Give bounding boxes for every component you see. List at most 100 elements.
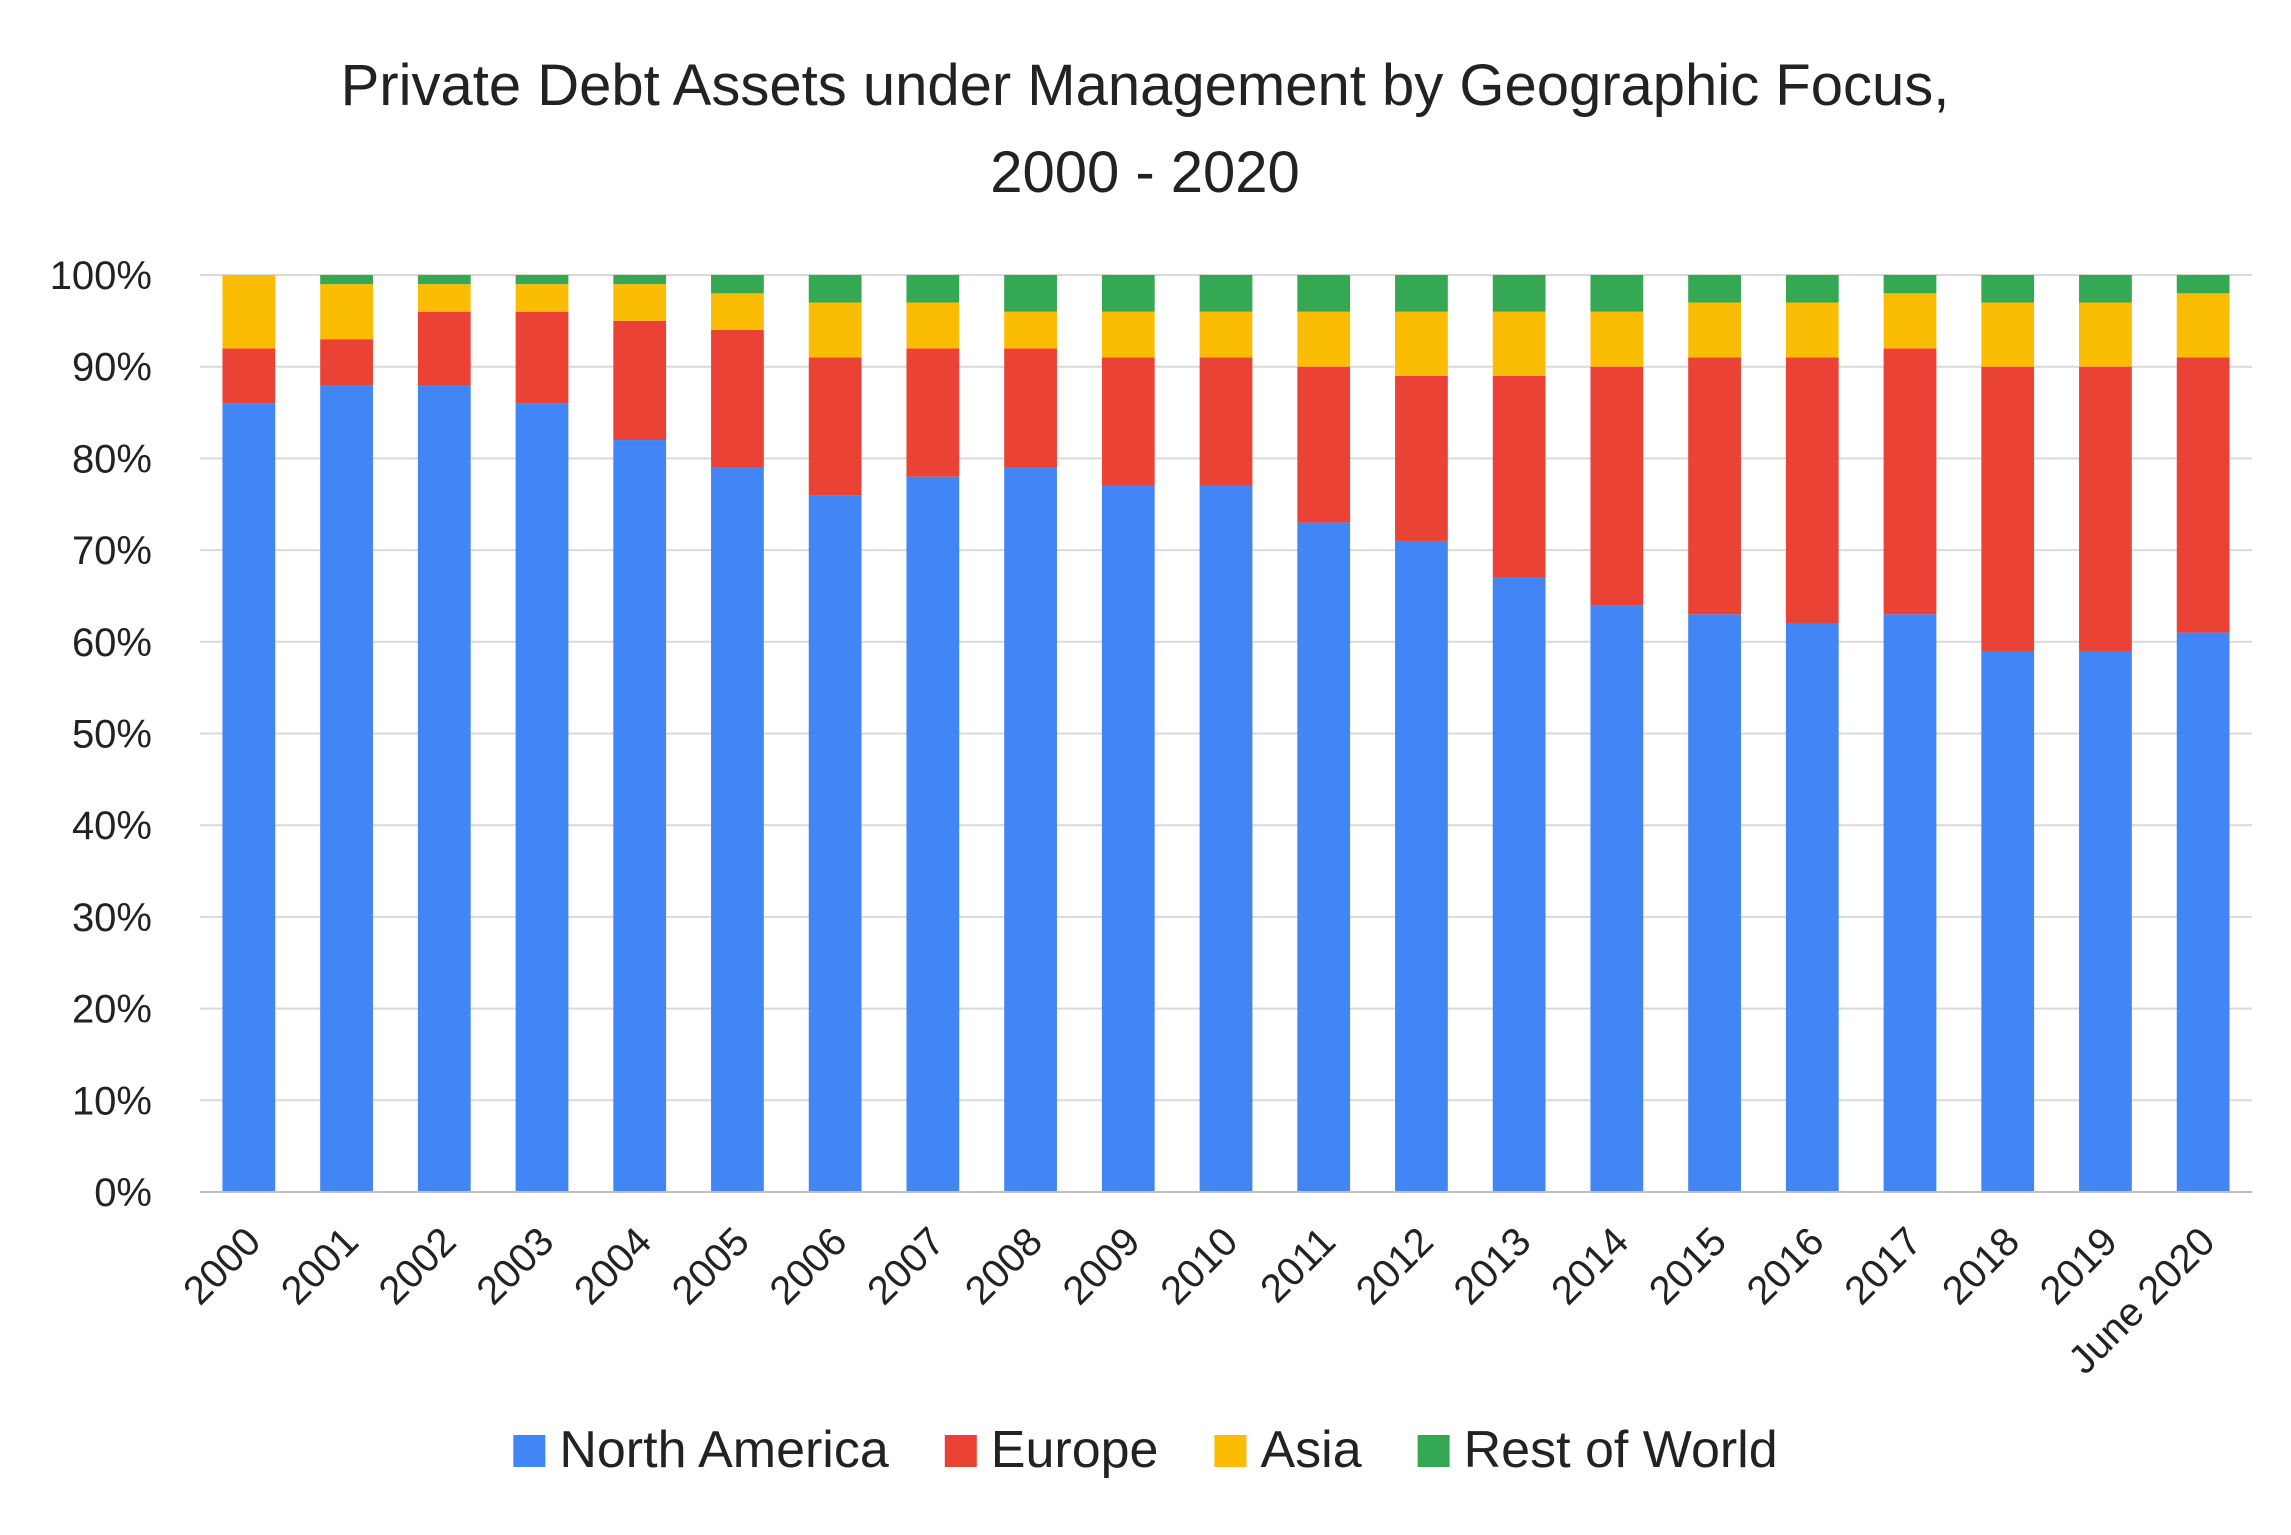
bar-segment <box>222 275 276 349</box>
x-tick-label: 2013 <box>1445 1219 1539 1313</box>
y-axis-ticks: 0% 10% 20% 30% 40% 50% 60% 70% 80% 90% 100% <box>50 254 152 1215</box>
x-axis-ticks: 2000 2001 2002 2003 2004 2005 2006 2007 2008 2009… <box>175 1219 2223 1382</box>
x-tick-label: 2002 <box>371 1219 465 1313</box>
x-tick-label: 2005 <box>664 1219 758 1313</box>
legend-item: Rest of World <box>1417 1421 1778 1479</box>
bar-segment <box>1688 275 1741 303</box>
y-tick-label: 70% <box>72 529 152 573</box>
x-tick-label: 2010 <box>1152 1219 1246 1313</box>
chart-title: Private Debt Assets under Management by … <box>341 53 1950 118</box>
bar-segment <box>1590 311 1644 367</box>
bar-segment <box>320 385 373 1192</box>
bar-segment <box>1785 623 1839 1192</box>
x-tick-label: 2015 <box>1641 1219 1735 1313</box>
bar-segment <box>1981 275 2035 303</box>
x-tick-label: 2018 <box>1934 1219 2028 1313</box>
legend-item: Europe <box>944 1421 1159 1479</box>
legend-swatch <box>513 1435 546 1467</box>
x-tick-label: 2016 <box>1739 1219 1833 1313</box>
bar-segment <box>320 339 373 386</box>
bar-segment <box>515 284 569 312</box>
y-tick-label: 90% <box>72 346 152 390</box>
x-tick-label: 2011 <box>1252 1219 1344 1311</box>
bar-segment <box>1101 275 1155 312</box>
bar-segment <box>808 495 862 1193</box>
bar-segment <box>320 275 373 285</box>
x-tick-label: 2006 <box>761 1219 855 1313</box>
legend-label: North America <box>559 1421 889 1479</box>
bar-segment <box>417 284 471 312</box>
y-tick-label: 100% <box>50 254 152 298</box>
bar-segment <box>1590 605 1644 1192</box>
x-tick-label: 2008 <box>957 1219 1051 1313</box>
bar-segment <box>1688 357 1741 615</box>
bar-segment <box>1883 293 1937 349</box>
bar-segment <box>320 284 373 340</box>
bars <box>222 275 2230 1193</box>
bar-segment <box>1297 366 1351 523</box>
x-tick-label: 2001 <box>273 1219 367 1313</box>
x-tick-label: 2012 <box>1348 1219 1442 1313</box>
legend-swatch <box>1214 1435 1247 1467</box>
bar-segment <box>1981 366 2035 651</box>
bar-segment <box>808 275 862 303</box>
bar-segment <box>1688 614 1741 1192</box>
bar-segment <box>417 275 471 285</box>
bar-segment <box>1004 348 1057 468</box>
y-tick-label: 0% <box>94 1171 152 1215</box>
y-tick-label: 50% <box>72 713 152 757</box>
bar-segment <box>1199 357 1253 486</box>
bar-segment <box>1395 275 1448 312</box>
bar-segment <box>1101 311 1155 358</box>
bar-segment <box>515 275 569 285</box>
y-tick-label: 20% <box>72 988 152 1032</box>
bar-segment <box>1297 275 1351 312</box>
bar-segment <box>1492 375 1546 578</box>
bar-segment <box>1199 485 1253 1192</box>
bar-segment <box>1492 577 1546 1192</box>
bar-segment <box>906 476 960 1192</box>
bar-segment <box>1785 275 1839 303</box>
bar-segment <box>906 348 960 477</box>
x-tick-label: 2017 <box>1836 1219 1930 1313</box>
bar-segment <box>515 311 569 404</box>
legend-label: Rest of World <box>1464 1421 1778 1479</box>
bar-segment <box>1492 275 1546 312</box>
legend-item: North America <box>513 1421 889 1479</box>
x-tick-label: 2007 <box>859 1219 953 1313</box>
bar-segment <box>2176 357 2230 633</box>
bar-segment <box>222 348 276 404</box>
bar-segment <box>1785 302 1839 358</box>
bar-segment <box>2079 302 2132 367</box>
bar-segment <box>1785 357 1839 624</box>
y-tick-label: 40% <box>72 804 152 848</box>
legend-swatch <box>1417 1435 1450 1467</box>
bar-segment <box>1883 614 1937 1192</box>
bar-segment <box>1395 311 1448 376</box>
bar-segment <box>2176 275 2230 294</box>
bar-segment <box>222 403 276 1192</box>
legend-label: Europe <box>991 1421 1159 1479</box>
bar-segment <box>613 284 667 321</box>
bar-segment <box>1199 311 1253 358</box>
bar-segment <box>1297 311 1351 367</box>
bar-segment <box>711 330 764 468</box>
bar-segment <box>417 385 471 1192</box>
bar-segment <box>808 302 862 358</box>
bar-segment <box>1004 467 1057 1192</box>
bar-segment <box>1688 302 1741 358</box>
bar-segment <box>808 357 862 496</box>
bar-segment <box>613 320 667 441</box>
y-tick-label: 80% <box>72 437 152 481</box>
bar-segment <box>2079 650 2132 1192</box>
bar-segment <box>1199 275 1253 312</box>
bar-segment <box>1004 311 1057 349</box>
bar-segment <box>2079 366 2132 651</box>
legend-item: Asia <box>1214 1421 1362 1479</box>
bar-segment <box>1883 275 1937 294</box>
legend-swatch <box>944 1435 977 1467</box>
bar-segment <box>1101 357 1155 486</box>
bar-segment <box>613 275 667 285</box>
